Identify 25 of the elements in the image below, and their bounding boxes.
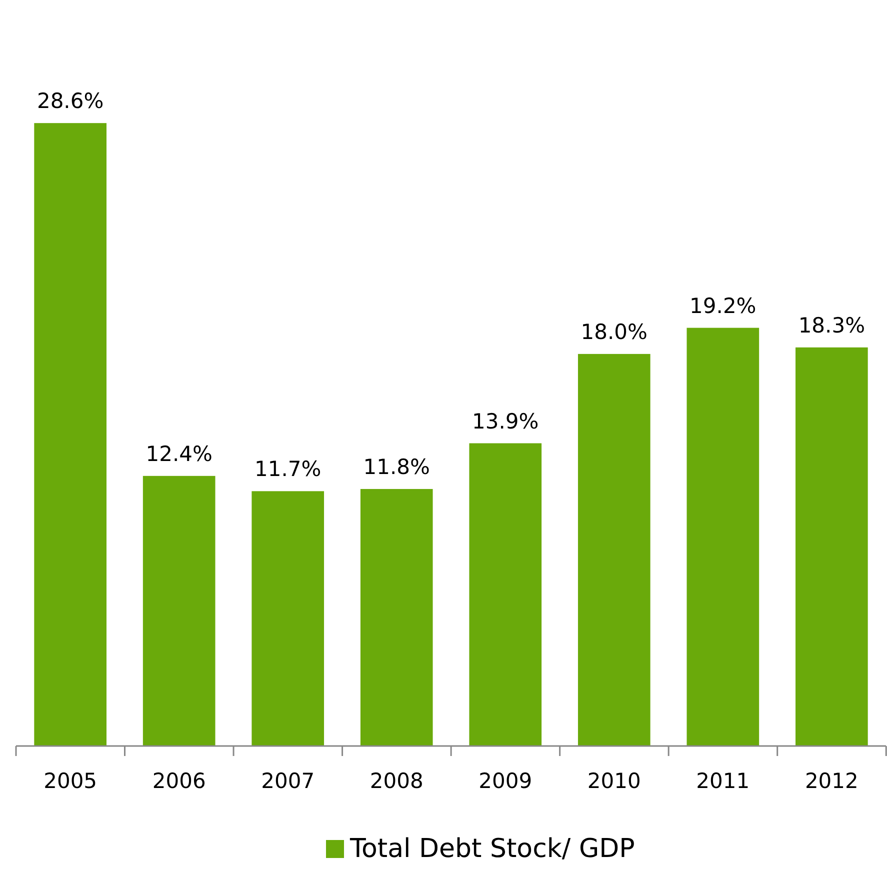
x-tick-label: 2012: [804, 769, 858, 793]
bar: [578, 354, 650, 746]
legend-label: Total Debt Stock/ GDP: [349, 834, 635, 864]
bar: [142, 476, 216, 746]
data-label: 11.7%: [254, 457, 322, 482]
x-tick-label: 2007: [261, 769, 315, 793]
x-tick-label: 2011: [696, 769, 750, 793]
x-tick-label: 2006: [152, 769, 206, 793]
data-label: 28.6%: [36, 89, 104, 114]
x-tick-label: 2009: [478, 769, 532, 793]
data-label: 11.8%: [363, 454, 430, 479]
bar: [34, 123, 106, 746]
bar: [796, 347, 868, 746]
data-label: 12.4%: [146, 442, 212, 466]
x-tick-label: 2010: [587, 769, 641, 793]
bar: [360, 488, 433, 746]
data-label: 18.0%: [580, 320, 648, 344]
bar: [686, 328, 760, 746]
data-label: 13.9%: [472, 409, 539, 434]
bar: [469, 443, 542, 746]
bar: [252, 491, 324, 746]
x-tick-label: 2005: [44, 769, 98, 793]
x-tick-label: 2008: [370, 769, 424, 793]
data-label: 18.3%: [798, 313, 866, 338]
data-label: 19.2%: [690, 294, 756, 318]
